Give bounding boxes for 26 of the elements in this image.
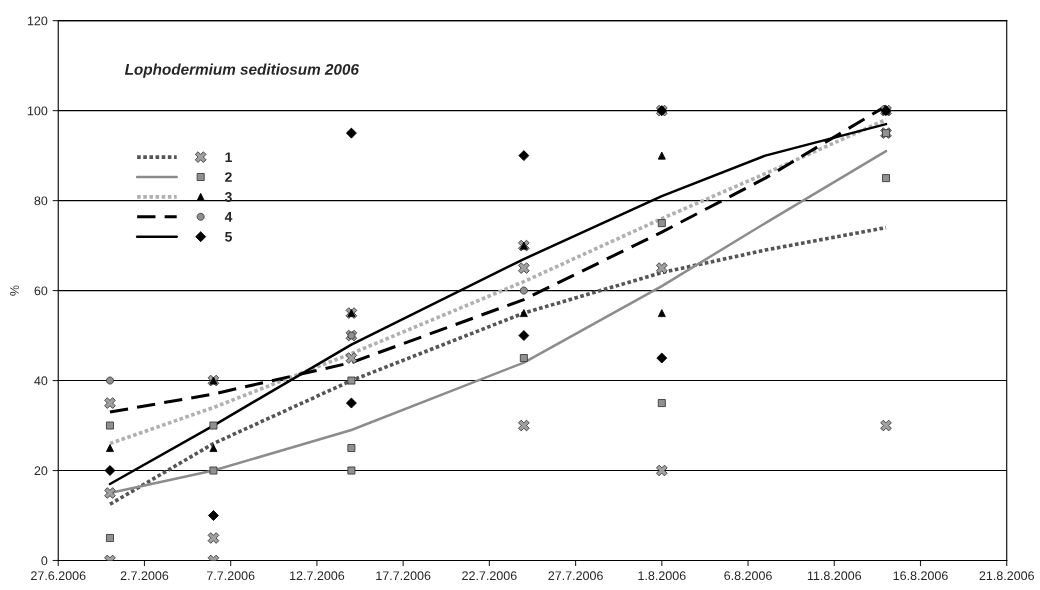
y-tick-label: 0 [41,556,48,566]
legend-label: 4 [224,212,233,222]
annotation: Lophodermium seditiosum 2006 [124,63,360,78]
x-tick-label: 21.8.2006 [979,571,1034,581]
x-tick-label: 16.8.2006 [893,571,948,581]
legend-label: 1 [225,152,232,162]
x-tick-label: 6.8.2006 [724,571,772,581]
x-tick-label: 2.7.2006 [120,571,169,581]
x-tick-label: 1.8.2006 [638,571,686,581]
legend-label: 3 [224,192,232,202]
y-axis-title: % [10,285,19,296]
x-tick-label: 7.7.2006 [207,571,255,581]
legend-label: 2 [225,172,232,182]
x-tick-label: 22.7.2006 [462,571,517,581]
y-tick-label: 20 [34,466,48,476]
x-tick-label: 17.7.2006 [376,571,431,581]
x-tick-label: 11.8.2006 [807,571,862,581]
x-tick-label: 12.7.2006 [290,571,345,581]
y-tick-label: 80 [34,196,48,206]
y-tick-label: 40 [34,376,48,386]
x-tick-label: 27.7.2006 [548,571,603,581]
legend-label: 5 [225,231,232,242]
x-tick-label: 27.6.2006 [31,571,86,581]
y-tick-label: 60 [34,286,48,296]
y-tick-label: 100 [27,106,48,116]
y-tick-label: 120 [27,16,48,26]
